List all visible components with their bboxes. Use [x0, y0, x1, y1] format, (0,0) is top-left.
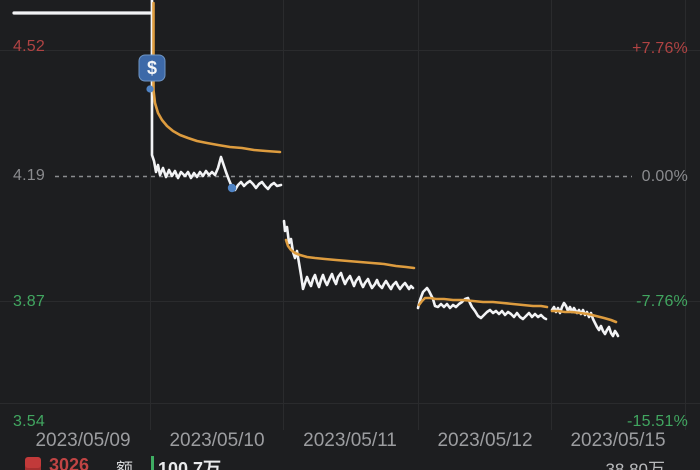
y-right-low2: -15.51%	[627, 413, 688, 430]
y-right-low1: -7.76%	[636, 293, 688, 310]
y-left-low1: 3.87	[13, 293, 45, 310]
y-left-close: 4.19	[13, 167, 45, 184]
y-left-low2: 3.54	[13, 413, 45, 430]
x-date-2: 2023/05/10	[169, 430, 265, 451]
y-left-high: 4.52	[13, 38, 45, 55]
dividend-badge[interactable]: $	[138, 54, 166, 82]
dollar-icon: $	[147, 58, 157, 78]
y-right-zero: 0.00%	[641, 168, 688, 185]
avg-line-day3	[284, 238, 416, 270]
volume-value: 3026	[49, 455, 90, 470]
grid-lines	[0, 0, 700, 430]
event-dot-2	[227, 183, 237, 193]
avg-line-day4	[417, 296, 549, 309]
right-amount-value: 38.80万	[605, 460, 665, 470]
price-line-day4	[416, 286, 548, 321]
volume-info-bar: 3026 额 100.7万 38.80万	[0, 455, 700, 470]
price-line-day2	[150, 0, 283, 192]
x-date-4: 2023/05/12	[437, 430, 533, 451]
avg-line-day2	[152, 1, 282, 154]
x-date-5: 2023/05/15	[570, 430, 666, 451]
avg-line-day5	[550, 309, 618, 324]
event-dot-1	[146, 85, 154, 93]
green-tick-mark	[151, 456, 154, 470]
y-right-high: +7.76%	[632, 40, 688, 57]
x-date-3: 2023/05/11	[303, 430, 397, 451]
avg-price-line	[152, 1, 618, 324]
price-line-day3	[282, 219, 415, 291]
x-date-1: 2023/05/09	[35, 430, 131, 451]
volume-legend-icon	[25, 457, 41, 470]
amount-value: 100.7万	[158, 459, 222, 470]
amount-label: 额	[116, 460, 133, 470]
